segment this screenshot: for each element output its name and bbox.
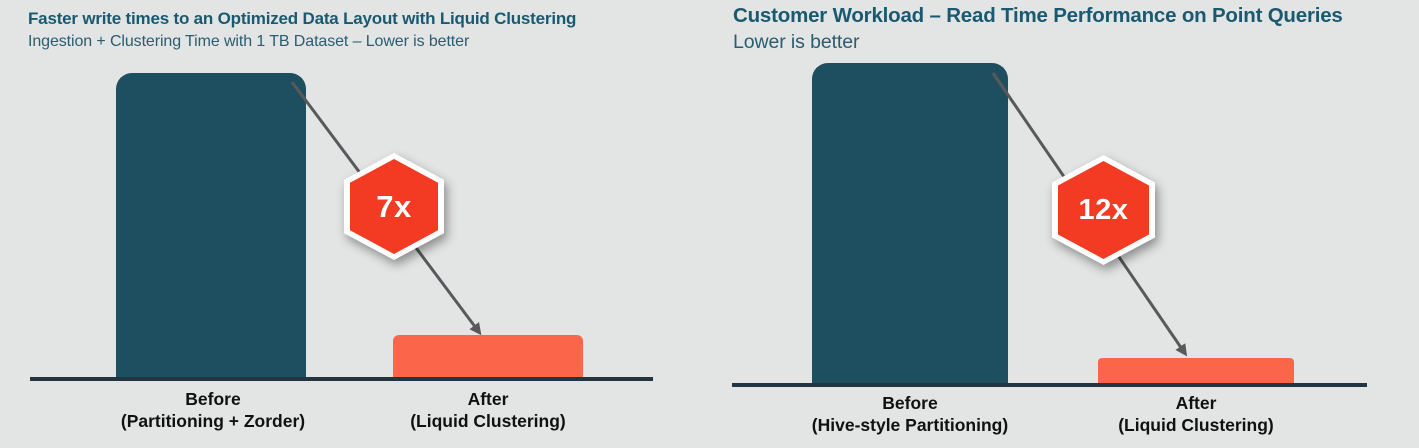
before-bar xyxy=(116,73,306,379)
category-label-line2: (Hive-style Partitioning) xyxy=(811,415,1009,435)
category-label-line2: (Liquid Clustering) xyxy=(1118,415,1274,435)
category-label-after: After (Liquid Clustering) xyxy=(1036,392,1356,436)
category-label-after: After (Liquid Clustering) xyxy=(328,388,648,432)
category-label-before: Before (Hive-style Partitioning) xyxy=(750,392,1070,436)
chart-subtitle: Ingestion + Clustering Time with 1 TB Da… xyxy=(28,33,470,50)
multiplier-badge: 7x xyxy=(344,153,444,260)
category-label-line1: Before xyxy=(882,393,938,413)
chart-title: Faster write times to an Optimized Data … xyxy=(28,9,577,28)
chart-subtitle: Lower is better xyxy=(733,31,860,53)
category-label-before: Before (Partitioning + Zorder) xyxy=(53,388,373,432)
chart-title: Customer Workload – Read Time Performanc… xyxy=(733,4,1343,27)
category-label-line1: After xyxy=(1175,393,1217,413)
after-bar xyxy=(393,335,583,379)
category-label-line2: (Liquid Clustering) xyxy=(410,411,566,431)
before-bar xyxy=(812,63,1008,385)
multiplier-value: 7x xyxy=(376,188,412,224)
category-label-line1: Before xyxy=(185,389,241,409)
hexagon-icon: 12x xyxy=(1052,155,1155,265)
baseline-axis xyxy=(30,377,653,381)
after-bar xyxy=(1098,358,1294,385)
multiplier-value: 12x xyxy=(1078,193,1129,226)
category-label-line1: After xyxy=(467,389,509,409)
multiplier-badge: 12x xyxy=(1052,155,1155,265)
baseline-axis xyxy=(732,383,1367,387)
category-label-line2: (Partitioning + Zorder) xyxy=(120,411,306,431)
hexagon-icon: 7x xyxy=(344,153,444,260)
